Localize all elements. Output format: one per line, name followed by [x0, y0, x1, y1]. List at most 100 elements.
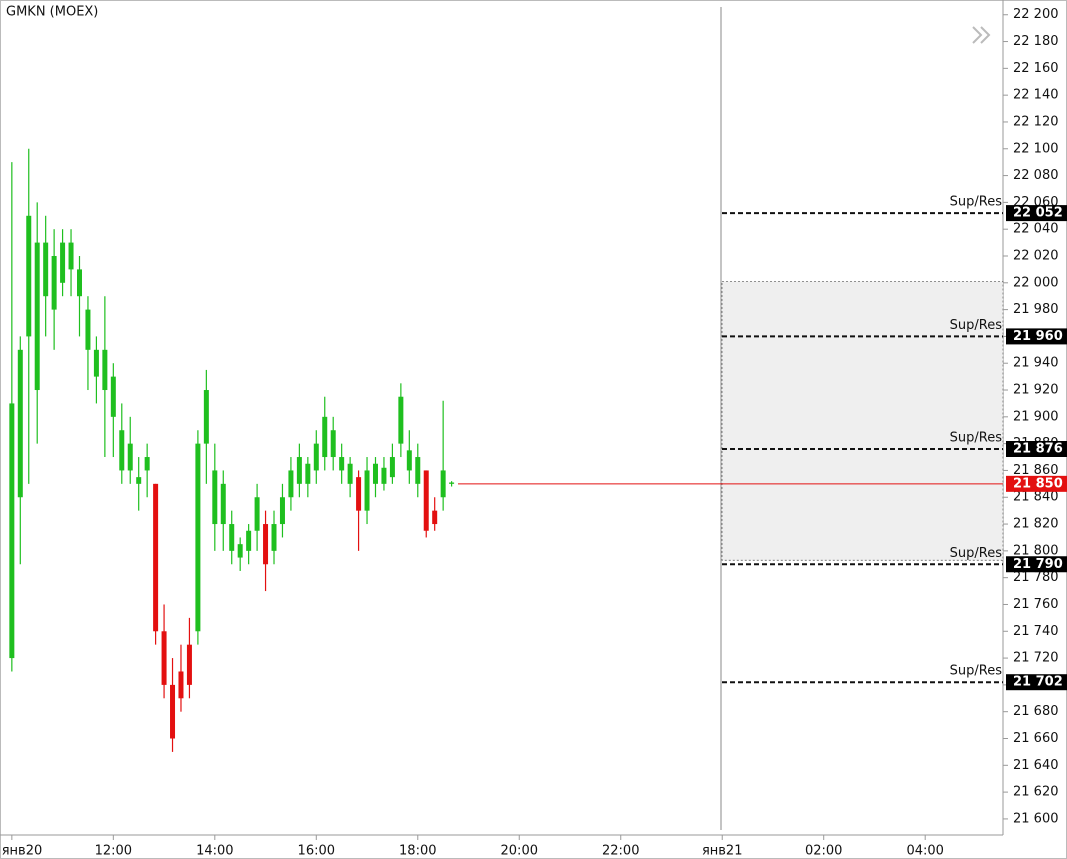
y-tick-label: 21 680 [1013, 704, 1059, 719]
candle-body [449, 482, 455, 484]
y-tick-label: 21 900 [1013, 409, 1059, 424]
y-tick-label: 21 820 [1013, 517, 1059, 532]
candle-body [144, 457, 150, 471]
candle-body [110, 376, 116, 417]
candle-body [432, 510, 438, 525]
candle-body [389, 457, 395, 478]
y-tick-label: 21 920 [1013, 383, 1059, 398]
y-tick-label: 21 640 [1013, 758, 1059, 773]
level-badge [1006, 556, 1067, 573]
candle-body [271, 524, 277, 551]
y-tick-label: 22 020 [1013, 248, 1059, 263]
zone [721, 281, 1004, 561]
candle-body [263, 524, 269, 565]
candle-body [119, 430, 125, 471]
y-tick-label: 22 140 [1013, 88, 1059, 103]
y-tick-label: 21 940 [1013, 356, 1059, 371]
x-tick-label: 22:00 [602, 844, 639, 859]
candle-body [178, 671, 184, 699]
y-tick-label: 22 160 [1013, 61, 1059, 76]
level-label: 21 790 [1013, 557, 1063, 572]
y-tick-label: 21 620 [1013, 785, 1059, 800]
level-badge [1006, 440, 1067, 457]
y-tick-label: 22 180 [1013, 34, 1059, 49]
y-tick-label: 22 040 [1013, 222, 1059, 237]
candle-body [364, 470, 370, 511]
candle-body [85, 309, 91, 350]
y-tick-label: 22 120 [1013, 114, 1059, 129]
level-name: Sup/Res [950, 664, 1003, 679]
level-badge [1006, 205, 1067, 222]
candle-body [406, 450, 412, 471]
candle-body [170, 684, 176, 739]
y-tick-label: 22 080 [1013, 168, 1059, 183]
candle-body [288, 470, 294, 498]
candle-body [102, 349, 108, 391]
candle-body [26, 215, 32, 337]
candle-body [305, 463, 311, 484]
candle-body [51, 255, 57, 310]
candle-body [229, 524, 235, 551]
candle-body [76, 269, 82, 297]
candle-body [43, 242, 49, 297]
candle-body [212, 470, 218, 525]
candle-body [415, 457, 421, 484]
y-tick-label: 21 980 [1013, 302, 1059, 317]
level-name: Sup/Res [950, 546, 1003, 561]
candle-body [246, 530, 252, 551]
candle-body [381, 467, 387, 484]
level-label: 21 960 [1013, 329, 1063, 344]
y-tick-label: 22 000 [1013, 275, 1059, 290]
level-badge [1006, 674, 1067, 691]
candle-body [313, 443, 319, 471]
candle-body [372, 463, 378, 484]
level-name: Sup/Res [950, 195, 1003, 210]
y-tick-label: 21 780 [1013, 570, 1059, 585]
level-name: Sup/Res [950, 318, 1003, 333]
candle-body [237, 544, 243, 558]
y-tick-label: 21 660 [1013, 731, 1059, 746]
y-tick-label: 21 840 [1013, 490, 1059, 505]
y-tick-label: 22 200 [1013, 7, 1059, 22]
candle-body [127, 443, 133, 471]
candle-body [195, 443, 201, 632]
level-label: 21 876 [1013, 441, 1063, 456]
candle-body [136, 477, 142, 484]
candle-body [186, 644, 192, 685]
level-name: Sup/Res [950, 430, 1003, 445]
x-tick-label: 04:00 [906, 844, 943, 859]
level-label: 21 702 [1013, 675, 1063, 690]
candle-body [9, 403, 15, 659]
x-tick-label: 02:00 [805, 844, 842, 859]
candle-body [279, 497, 285, 525]
x-tick-label: 12:00 [95, 844, 132, 859]
last-price-label: 21 850 [1013, 476, 1063, 491]
candle-body [220, 483, 226, 525]
chart-title: GMKN (MOEX) [6, 5, 98, 20]
y-tick-label: 21 740 [1013, 624, 1059, 639]
y-tick-label: 21 760 [1013, 597, 1059, 612]
candle-body [296, 457, 302, 484]
x-tick-label: янв21 [702, 844, 743, 859]
candle-body [440, 470, 446, 498]
y-tick-label: 21 800 [1013, 543, 1059, 558]
x-tick-label: 18:00 [399, 844, 436, 859]
scroll-button[interactable] [972, 26, 991, 44]
candle-body [339, 457, 345, 471]
candle-body [68, 242, 74, 270]
y-tick-label: 21 600 [1013, 811, 1059, 826]
x-tick-label: 20:00 [501, 844, 538, 859]
x-tick-label: 14:00 [196, 844, 233, 859]
candle-body [254, 497, 260, 531]
candle-body [322, 416, 328, 458]
y-tick-label: 21 720 [1013, 651, 1059, 666]
candle-body [356, 477, 362, 511]
candle-body [93, 349, 99, 377]
level-badge [1006, 328, 1067, 345]
candle-body [423, 470, 429, 531]
candle-body [203, 390, 209, 444]
level-label: 22 052 [1013, 206, 1063, 221]
y-tick-label: 22 100 [1013, 141, 1059, 156]
candle-body [60, 242, 66, 283]
